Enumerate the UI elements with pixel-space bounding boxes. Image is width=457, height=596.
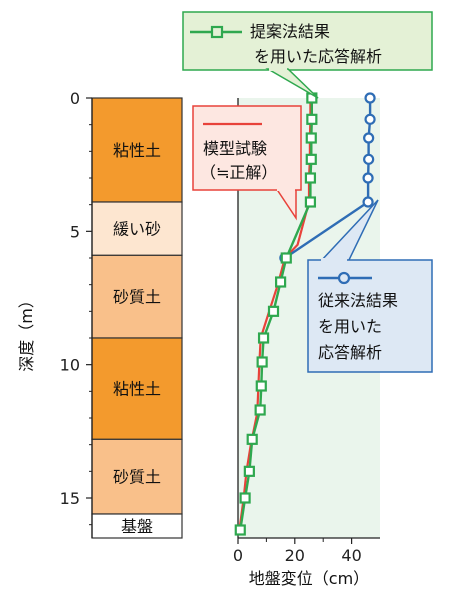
data-point-conventional-method bbox=[362, 172, 374, 184]
data-point-proposed-method bbox=[256, 356, 268, 368]
soil-layer bbox=[91, 201, 183, 256]
data-point-proposed-method bbox=[304, 196, 317, 208]
data-point-proposed-method bbox=[305, 132, 317, 144]
data-point-proposed-method bbox=[304, 172, 317, 184]
callout-conventional: 従来法結果 を用いた 応答解析 bbox=[307, 199, 433, 373]
data-point-conventional-method bbox=[364, 92, 376, 104]
callout-model-line2: （≒正解） bbox=[200, 163, 277, 182]
depth-tick-label: 0 bbox=[70, 89, 80, 108]
series-layer bbox=[234, 92, 376, 536]
data-point-proposed-method bbox=[306, 113, 318, 125]
data-point-proposed-method bbox=[267, 305, 280, 317]
soil-layer-label: 粘性土 bbox=[113, 141, 161, 160]
callout-proposed-line2: を用いた応答解析 bbox=[254, 47, 382, 66]
callout-proposed: 提案法結果 を用いた応答解析 bbox=[182, 11, 433, 99]
legend-marker-proposed bbox=[210, 25, 224, 39]
soil-layer bbox=[91, 97, 183, 203]
data-point-proposed-method bbox=[257, 332, 270, 344]
depth-tick-label: 10 bbox=[60, 356, 80, 375]
soil-layer-label: 基盤 bbox=[121, 517, 153, 536]
data-point-proposed-method bbox=[239, 492, 251, 504]
data-point-conventional-method bbox=[362, 196, 374, 208]
soil-layer bbox=[91, 513, 183, 539]
data-point-proposed-method bbox=[280, 252, 292, 264]
depth-tick-label: 5 bbox=[70, 222, 80, 241]
depth-tick-label: 15 bbox=[60, 489, 80, 508]
legend-marker-conventional bbox=[337, 271, 351, 285]
data-point-proposed-method bbox=[305, 153, 317, 165]
depth-axis-title: 深度（m） bbox=[17, 292, 36, 372]
displacement-axis-title: 地盤変位（cm） bbox=[249, 569, 369, 588]
callout-conventional-line3: 応答解析 bbox=[318, 343, 382, 362]
soil-layer-label: 緩い砂 bbox=[113, 220, 161, 239]
data-point-conventional-method bbox=[363, 132, 375, 144]
callout-model-line1: 模型試験 bbox=[203, 139, 267, 158]
data-point-conventional-method bbox=[364, 113, 376, 125]
soil-layer-label: 粘性土 bbox=[113, 380, 161, 399]
data-point-proposed-method bbox=[246, 433, 258, 445]
callout-conventional-line1: 従来法結果 bbox=[318, 291, 398, 310]
displacement-tick-label: 0 bbox=[233, 546, 243, 565]
soil-layer-label: 砂質土 bbox=[113, 288, 161, 307]
soil-layer-label: 砂質土 bbox=[113, 468, 161, 487]
callout-model: 模型試験 （≒正解） bbox=[192, 105, 302, 221]
data-point-proposed-method bbox=[243, 465, 255, 477]
data-point-proposed-method bbox=[234, 524, 246, 536]
callout-conventional-line2: を用いた bbox=[318, 317, 382, 336]
data-point-proposed-method bbox=[255, 380, 267, 392]
callout-proposed-line1: 提案法結果 bbox=[250, 22, 330, 41]
depth-axis: 0 5 10 15 深度（m） bbox=[17, 89, 93, 538]
data-point-conventional-method bbox=[363, 153, 375, 165]
soil-layer bbox=[91, 254, 183, 339]
data-point-proposed-method bbox=[254, 404, 266, 416]
displacement-tick-label: 40 bbox=[341, 546, 361, 565]
data-point-proposed-method bbox=[275, 276, 287, 288]
displacement-tick-label: 20 bbox=[285, 546, 305, 565]
